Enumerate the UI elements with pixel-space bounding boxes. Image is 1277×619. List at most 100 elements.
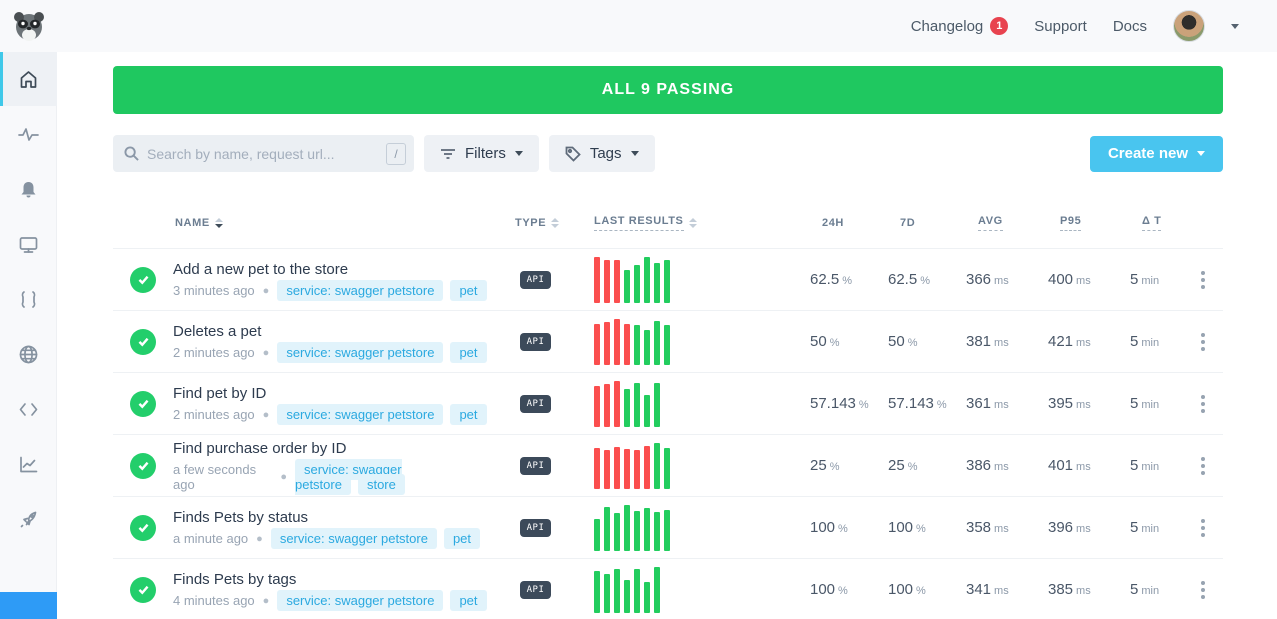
tag-chip[interactable]: pet [450, 342, 487, 363]
check-name[interactable]: Deletes a pet [173, 323, 262, 340]
table-row[interactable]: Find purchase order by ID a few seconds … [113, 434, 1223, 496]
last-results-chart[interactable] [594, 380, 798, 427]
check-name[interactable]: Find purchase order by ID [173, 439, 347, 457]
result-bar-fail[interactable] [614, 259, 620, 303]
result-bar-pass[interactable] [644, 256, 650, 303]
result-bar-pass[interactable] [644, 329, 650, 365]
result-bar-pass[interactable] [624, 269, 630, 303]
nav-support[interactable]: Support [1034, 18, 1087, 35]
result-bar-pass[interactable] [634, 324, 640, 365]
table-row[interactable]: Finds Pets by status a minute ago ● serv… [113, 496, 1223, 558]
result-bar-fail[interactable] [634, 449, 640, 489]
sidebar-item-quickstart-rocket[interactable] [0, 492, 57, 546]
user-avatar[interactable] [1173, 10, 1205, 42]
result-bar-pass[interactable] [654, 382, 660, 427]
table-row[interactable]: Deletes a pet 2 minutes ago ● service: s… [113, 310, 1223, 372]
tag-chip[interactable]: store [357, 473, 405, 495]
row-options-menu-icon[interactable] [1197, 329, 1209, 355]
status-banner[interactable]: ALL 9 PASSING [113, 66, 1223, 114]
column-header-delta-t[interactable]: Δ T [1118, 215, 1183, 231]
nav-changelog[interactable]: Changelog 1 [911, 17, 1009, 35]
tag-chip[interactable]: service: swagger petstore [277, 342, 444, 363]
app-logo-raccoon[interactable] [12, 9, 46, 43]
column-header-name[interactable]: NAME [173, 217, 503, 229]
result-bar-pass[interactable] [644, 394, 650, 427]
result-bar-pass[interactable] [654, 511, 660, 551]
row-options-menu-icon[interactable] [1197, 267, 1209, 293]
result-bar-fail[interactable] [594, 385, 600, 427]
sidebar-item-activity[interactable] [0, 107, 57, 161]
check-name[interactable]: Find pet by ID [173, 385, 267, 402]
row-options-menu-icon[interactable] [1197, 391, 1209, 417]
last-results-chart[interactable] [594, 566, 798, 613]
tag-chip[interactable]: service: swagger petstore [277, 280, 444, 301]
nav-docs[interactable]: Docs [1113, 18, 1147, 35]
table-row[interactable]: Find pet by ID 2 minutes ago ● service: … [113, 372, 1223, 434]
tag-chip[interactable]: pet [450, 280, 487, 301]
result-bar-pass[interactable] [664, 259, 670, 303]
result-bar-pass[interactable] [594, 570, 600, 613]
last-results-chart[interactable] [594, 318, 798, 365]
result-bar-fail[interactable] [624, 448, 630, 489]
tag-chip[interactable]: service: swagger petstore [270, 528, 437, 549]
result-bar-pass[interactable] [624, 579, 630, 613]
result-bar-pass[interactable] [604, 573, 610, 613]
tag-chip[interactable]: pet [443, 528, 481, 549]
result-bar-pass[interactable] [624, 504, 630, 551]
result-bar-fail[interactable] [604, 449, 610, 489]
result-bar-fail[interactable] [604, 383, 610, 427]
result-bar-pass[interactable] [634, 568, 640, 613]
user-menu-chevron-down-icon[interactable] [1231, 23, 1239, 29]
check-name[interactable]: Finds Pets by status [173, 509, 309, 526]
table-row[interactable]: Finds Pets by tags 4 minutes ago ● servi… [113, 558, 1223, 619]
tag-chip[interactable]: service: swagger petstore [277, 404, 444, 425]
create-new-button[interactable]: Create new [1089, 135, 1223, 172]
result-bar-pass[interactable] [594, 518, 600, 551]
search-box[interactable]: / [113, 135, 414, 172]
last-results-chart[interactable] [594, 256, 798, 303]
sidebar-item-private-locations-globe[interactable] [0, 327, 57, 381]
row-options-menu-icon[interactable] [1197, 577, 1209, 603]
result-bar-fail[interactable] [604, 259, 610, 303]
tags-button[interactable]: Tags [548, 135, 655, 172]
result-bar-pass[interactable] [664, 509, 670, 551]
sidebar-item-maintenance-wrench[interactable] [0, 272, 57, 326]
result-bar-pass[interactable] [654, 442, 660, 489]
result-bar-pass[interactable] [634, 264, 640, 303]
result-bar-pass[interactable] [664, 447, 670, 489]
result-bar-fail[interactable] [594, 323, 600, 365]
result-bar-fail[interactable] [624, 323, 630, 365]
check-name[interactable]: Add a new pet to the store [173, 261, 349, 278]
result-bar-pass[interactable] [614, 512, 620, 551]
result-bar-pass[interactable] [654, 262, 660, 303]
column-header-type[interactable]: TYPE [503, 217, 568, 229]
row-options-menu-icon[interactable] [1197, 515, 1209, 541]
check-name[interactable]: Finds Pets by tags [173, 571, 297, 588]
column-header-last-results[interactable]: LAST RESULTS [568, 215, 798, 231]
filters-button[interactable]: Filters [424, 135, 539, 172]
sidebar-item-home[interactable] [0, 52, 57, 106]
result-bar-fail[interactable] [614, 380, 620, 427]
result-bar-fail[interactable] [594, 447, 600, 489]
search-input[interactable] [139, 145, 386, 162]
result-bar-fail[interactable] [614, 318, 620, 365]
row-options-menu-icon[interactable] [1197, 453, 1209, 479]
result-bar-fail[interactable] [594, 256, 600, 303]
last-results-chart[interactable] [594, 504, 798, 551]
result-bar-fail[interactable] [604, 321, 610, 365]
result-bar-pass[interactable] [624, 388, 630, 427]
sidebar-item-dashboards-monitor[interactable] [0, 217, 57, 271]
sidebar-item-snippets-code[interactable] [0, 382, 57, 436]
column-header-avg[interactable]: AVG [954, 215, 1036, 231]
column-header-p95[interactable]: P95 [1036, 215, 1118, 231]
tag-chip[interactable]: pet [450, 404, 487, 425]
result-bar-pass[interactable] [614, 568, 620, 613]
sidebar-item-alerts-bell[interactable] [0, 162, 57, 216]
result-bar-pass[interactable] [654, 320, 660, 365]
tag-chip[interactable]: service: swagger petstore [277, 590, 444, 611]
result-bar-pass[interactable] [644, 507, 650, 551]
tag-chip[interactable]: pet [450, 590, 487, 611]
result-bar-pass[interactable] [654, 566, 660, 613]
result-bar-fail[interactable] [644, 445, 650, 489]
result-bar-fail[interactable] [614, 446, 620, 489]
